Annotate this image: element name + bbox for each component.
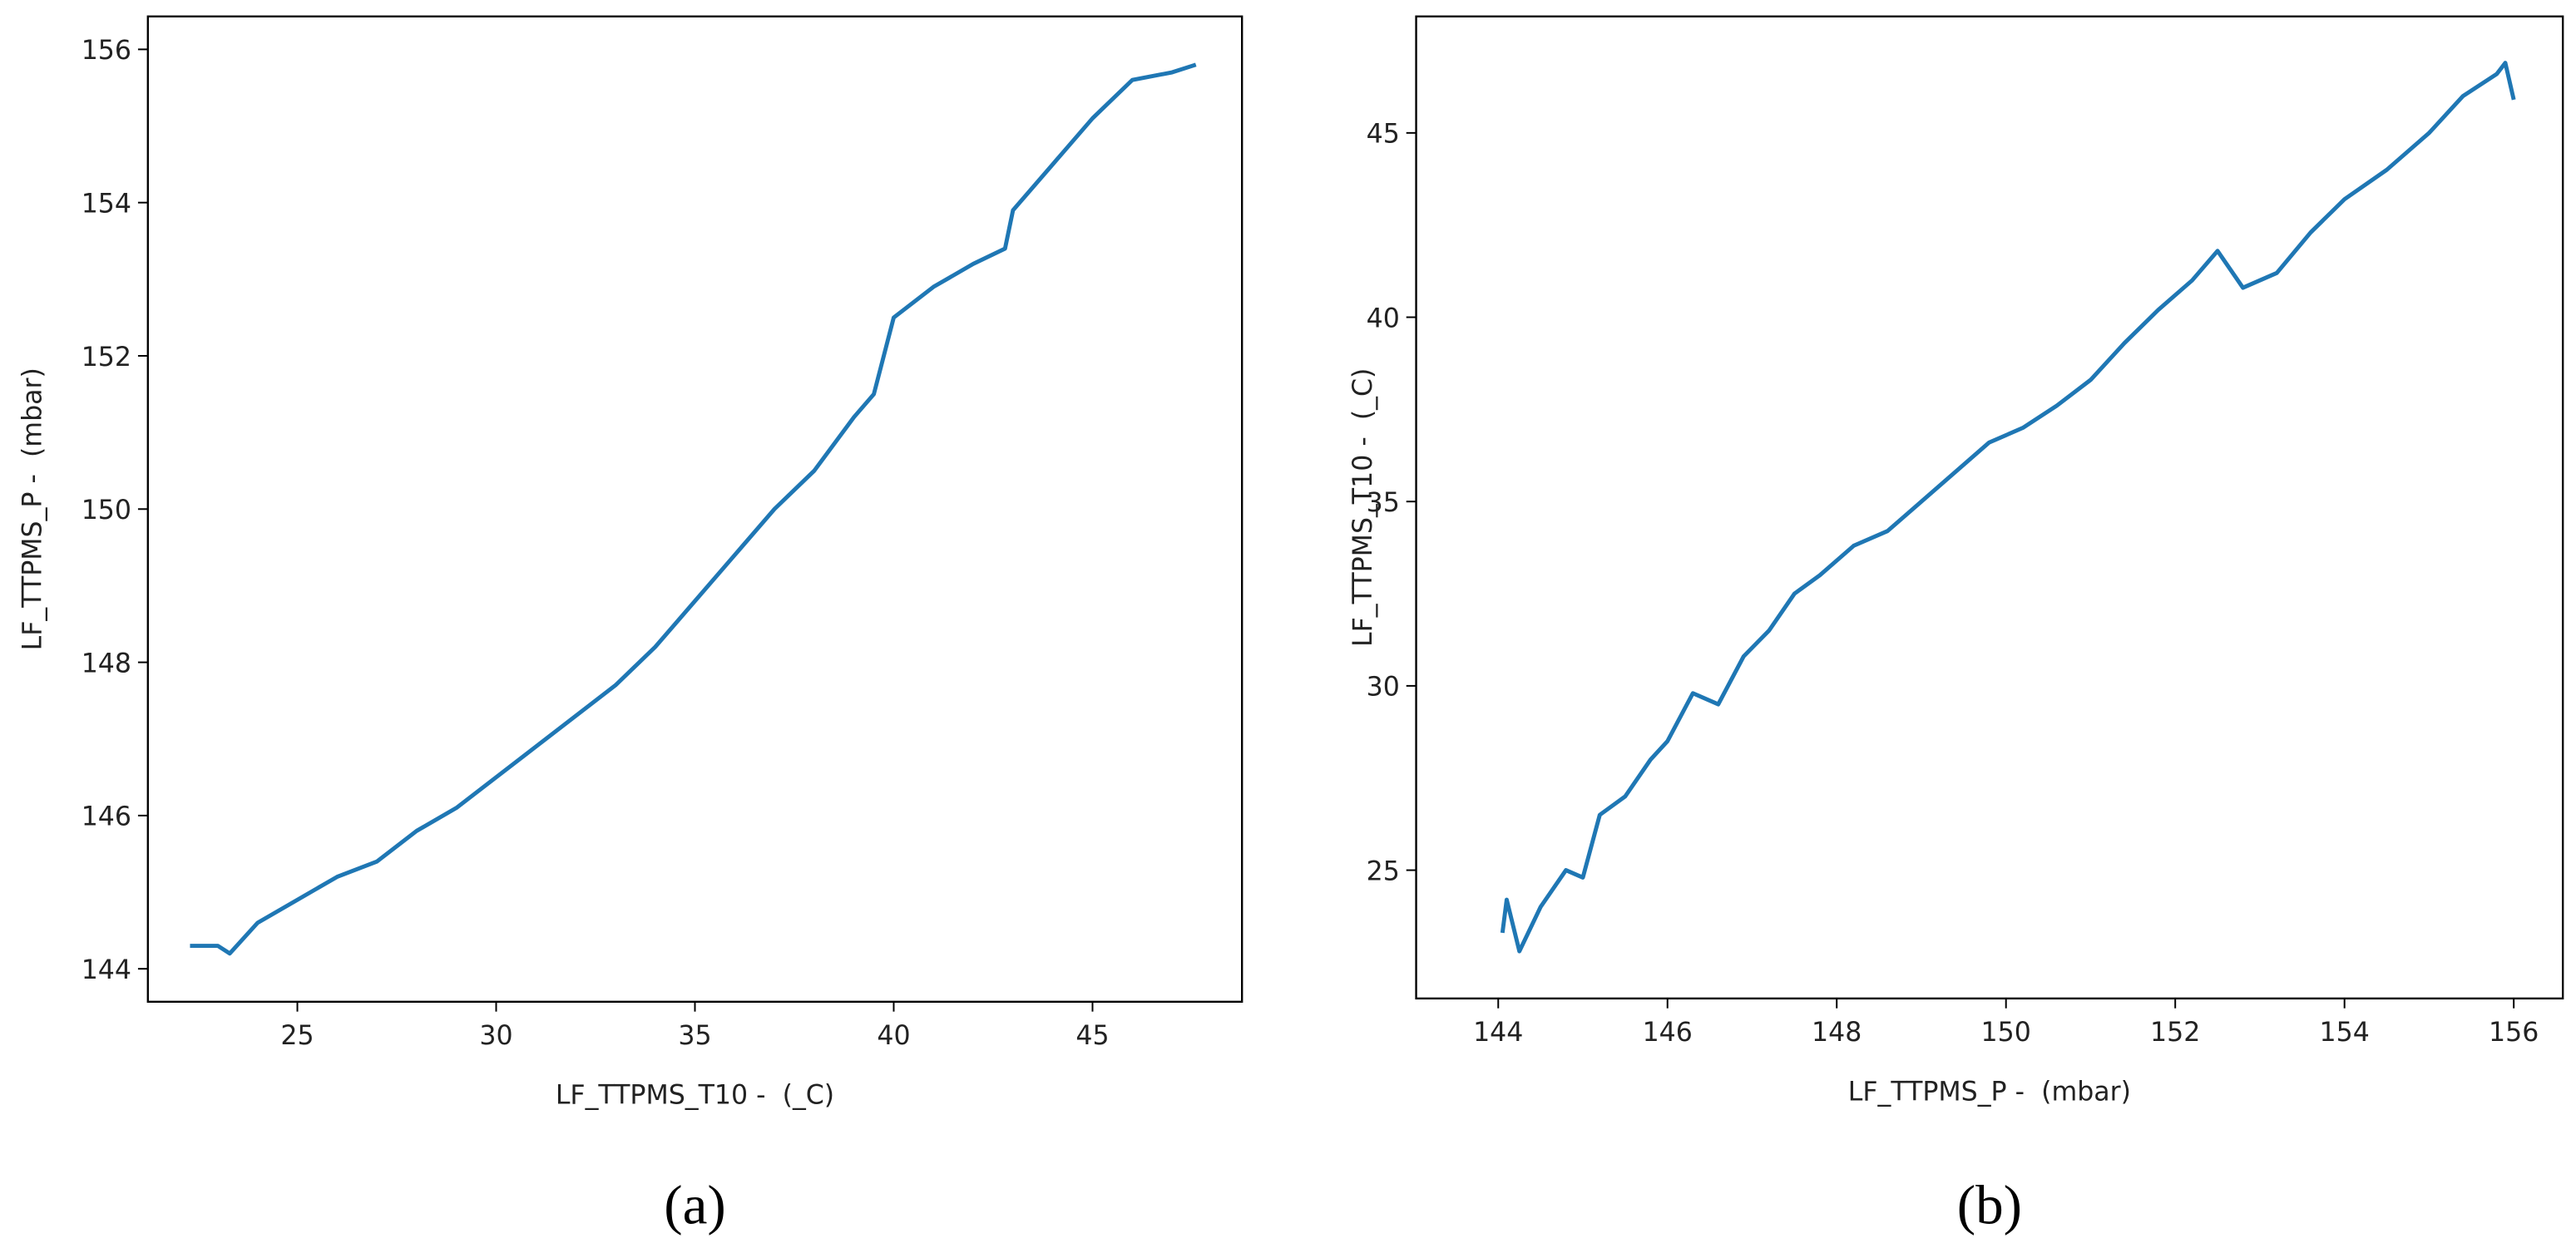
x-tick-label: 150 xyxy=(1981,1018,2031,1048)
x-axis-title: LF_TTPMS_T10 - (_C) xyxy=(556,1080,834,1110)
y-axis-title: LF_TTPMS_P - (mbar) xyxy=(17,368,47,650)
x-tick-label: 35 xyxy=(678,1021,711,1051)
y-tick-label: 40 xyxy=(1367,303,1400,333)
x-tick-label: 156 xyxy=(2489,1018,2539,1048)
x-tick-label: 154 xyxy=(2320,1018,2370,1048)
data-line xyxy=(190,62,1197,956)
y-tick-label: 25 xyxy=(1367,856,1400,886)
y-axis-title: LF_TTPMS_T10 - (_C) xyxy=(1348,368,1378,647)
y-tick-label: 146 xyxy=(82,802,131,832)
y-tick-label: 148 xyxy=(82,649,131,678)
x-tick-label: 152 xyxy=(2150,1018,2200,1048)
x-tick-label: 144 xyxy=(1473,1018,1523,1048)
x-tick-label: 148 xyxy=(1812,1018,1862,1048)
y-tick-label: 156 xyxy=(82,36,131,66)
x-tick-label: 25 xyxy=(280,1021,314,1051)
x-tick-label: 30 xyxy=(479,1021,512,1051)
y-tick-label: 35 xyxy=(1367,488,1400,518)
x-tick-label: 45 xyxy=(1075,1021,1109,1051)
y-tick-label: 45 xyxy=(1367,120,1400,150)
plot-frame xyxy=(146,15,1244,1003)
panel-caption: (a) xyxy=(664,1173,726,1236)
plot-frame xyxy=(1415,15,2564,1000)
y-tick-label: 154 xyxy=(82,190,131,220)
data-line xyxy=(1500,61,2516,954)
y-tick-label: 152 xyxy=(82,343,131,372)
y-tick-label: 144 xyxy=(82,955,131,985)
y-tick-label: 150 xyxy=(82,496,131,525)
panel-caption: (b) xyxy=(1957,1173,2022,1236)
x-axis-title: LF_TTPMS_P - (mbar) xyxy=(1848,1077,2131,1107)
y-tick-label: 30 xyxy=(1367,673,1400,703)
x-tick-label: 40 xyxy=(877,1021,910,1051)
x-tick-label: 146 xyxy=(1643,1018,1693,1048)
